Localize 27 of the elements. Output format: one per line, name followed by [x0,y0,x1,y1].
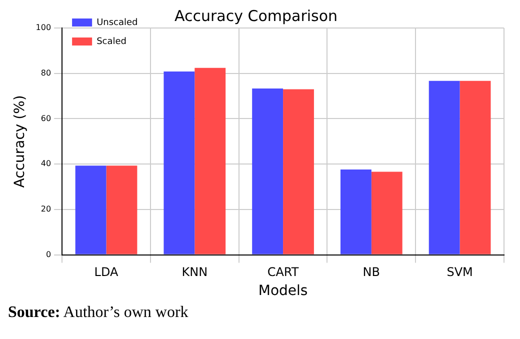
legend-label: Unscaled [96,18,138,28]
y-tick-label: 20 [40,204,52,214]
bar [428,80,460,254]
x-tick-label: SVM [446,265,473,280]
y-tick-label: 80 [40,68,52,78]
chart-title: Accuracy Comparison [174,6,338,25]
bar [164,72,195,254]
y-tick-label: 0 [46,250,52,259]
x-tick-label: NB [362,265,380,280]
bar [194,68,226,254]
x-tick-label: KNN [182,265,208,280]
bar [252,88,284,254]
x-tick-label: CART [267,265,300,280]
bar [371,172,402,254]
bar [340,170,372,254]
source-note: Source: Author’s own work [8,304,190,322]
y-tick-label: 40 [40,159,52,168]
bar [283,89,314,254]
y-tick-label: 60 [40,114,52,123]
legend-label: Scaled [96,36,127,47]
y-axis-title: Accuracy (%) [12,95,28,188]
bar [460,80,491,254]
x-axis-title: Models [258,283,308,300]
bar [106,166,138,254]
y-tick-label: 100 [36,23,52,32]
bar [75,166,106,254]
x-tick-label: LDA [94,265,120,280]
